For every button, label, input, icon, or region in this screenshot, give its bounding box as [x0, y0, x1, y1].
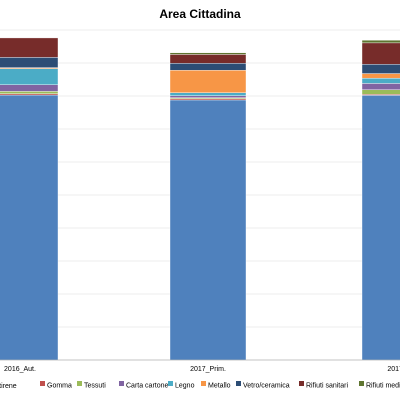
legend-label: Tessuti: [84, 383, 106, 390]
x-tick-labels: 2016_Aut. 2017_Prim. 2017_...: [4, 366, 400, 373]
bar-segment: [169, 70, 247, 93]
bar-segment: [361, 89, 400, 95]
bar-segment: [169, 99, 247, 361]
bar-segment: [0, 68, 59, 85]
bar-segment: [0, 91, 59, 94]
bar-segment: [0, 94, 59, 361]
legend-label: Rifiuti sanitari: [306, 383, 348, 390]
legend-swatch: [168, 381, 173, 386]
bar-segment: [361, 94, 400, 96]
legend-swatch: [236, 381, 241, 386]
bar-segment: [169, 63, 247, 71]
bar-segment: [0, 57, 59, 68]
legend-label: Polistirene: [0, 383, 17, 390]
bar-segment: [361, 77, 400, 84]
legend-label: Gomma: [47, 383, 72, 390]
legend-swatch: [299, 381, 304, 386]
bar-segment: [169, 92, 247, 96]
legend-label: Metallo: [208, 383, 231, 390]
legend-label: Carta cartone: [126, 383, 169, 390]
x-tick-label: 2017_...: [387, 366, 400, 373]
legend-swatch: [40, 381, 45, 386]
legend-label: Vetro/ceramica: [243, 383, 290, 390]
legend-swatch: [359, 381, 364, 386]
bar-segment: [361, 83, 400, 90]
legend-swatch: [119, 381, 124, 386]
bar-segment: [0, 84, 59, 92]
x-tick-label: 2017_Prim.: [190, 366, 226, 373]
bar-segment: [0, 37, 59, 58]
legend-label: Legno: [175, 383, 195, 390]
bar-segment: [361, 42, 400, 65]
bar-segment: [361, 40, 400, 44]
bar-segment: [361, 64, 400, 74]
bar-segment: [169, 95, 247, 98]
legend-label: Rifiuti medic: [366, 383, 400, 390]
bars: [0, 37, 400, 361]
legend-swatch: [77, 381, 82, 386]
legend-swatch: [201, 381, 206, 386]
chart-title: Area Cittadina: [159, 7, 241, 21]
bar-segment: [361, 73, 400, 79]
bar-segment: [361, 95, 400, 361]
bar-segment: [169, 52, 247, 55]
legend: Polistirene Gomma Tessuti Carta cartone Legn…: [0, 381, 400, 390]
x-tick-label: 2016_Aut.: [4, 366, 36, 373]
bar-segment: [169, 54, 247, 64]
